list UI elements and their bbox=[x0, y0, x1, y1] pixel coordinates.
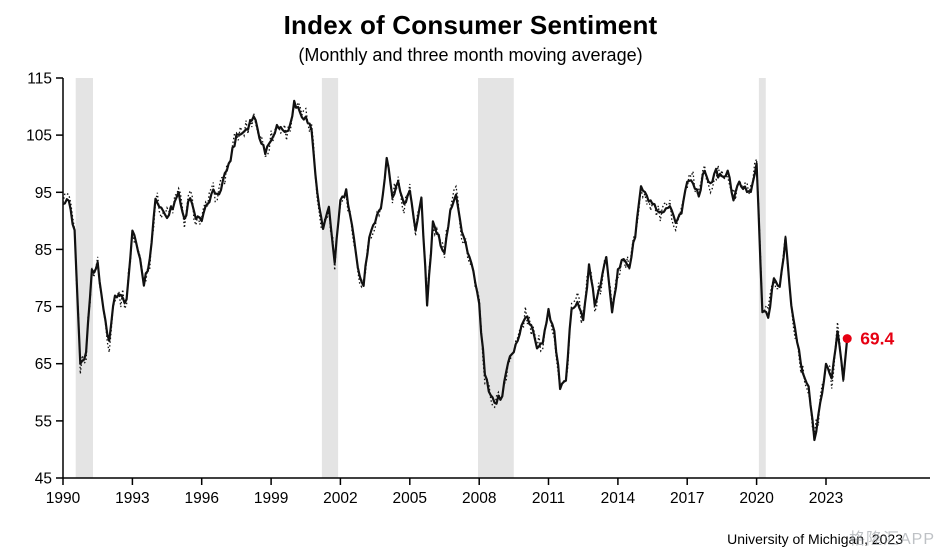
y-tick-label: 105 bbox=[26, 128, 52, 145]
y-tick-label: 65 bbox=[35, 356, 52, 373]
x-tick-label: 2011 bbox=[532, 490, 565, 507]
x-tick-label: 1996 bbox=[184, 490, 218, 507]
y-tick-label: 115 bbox=[27, 71, 52, 88]
chart-title: Index of Consumer Sentiment bbox=[283, 10, 658, 40]
recession-band bbox=[321, 78, 339, 478]
x-tick-label: 2008 bbox=[462, 490, 496, 507]
y-tick-label: 95 bbox=[35, 185, 52, 202]
recession-band bbox=[758, 78, 766, 478]
recession-band bbox=[75, 78, 93, 478]
recession-band bbox=[478, 78, 514, 478]
source-text: University of Michigan, 2023 bbox=[727, 531, 903, 547]
x-tick-label: 2017 bbox=[670, 490, 704, 507]
x-tick-label: 2023 bbox=[809, 490, 843, 507]
x-tick-label: 1990 bbox=[46, 490, 81, 507]
last-value-dot bbox=[842, 334, 852, 344]
x-tick-label: 2002 bbox=[323, 490, 357, 507]
y-tick-label: 75 bbox=[35, 299, 52, 316]
x-tick-label: 2014 bbox=[601, 490, 636, 507]
y-tick-label: 45 bbox=[35, 471, 52, 488]
y-tick-label: 85 bbox=[35, 242, 52, 259]
x-tick-label: 2020 bbox=[739, 490, 774, 507]
x-tick-label: 1999 bbox=[254, 490, 288, 507]
watermark-text: 格隆汇APP bbox=[848, 531, 935, 548]
moving-average-series-line bbox=[62, 99, 849, 442]
monthly-series-line bbox=[62, 100, 848, 435]
x-tick-label: 2005 bbox=[393, 490, 427, 507]
chart-subtitle: (Monthly and three month moving average) bbox=[298, 45, 643, 65]
x-tick-label: 1993 bbox=[115, 490, 149, 507]
last-value-label: 69.4 bbox=[860, 329, 894, 349]
y-tick-label: 55 bbox=[35, 413, 52, 430]
